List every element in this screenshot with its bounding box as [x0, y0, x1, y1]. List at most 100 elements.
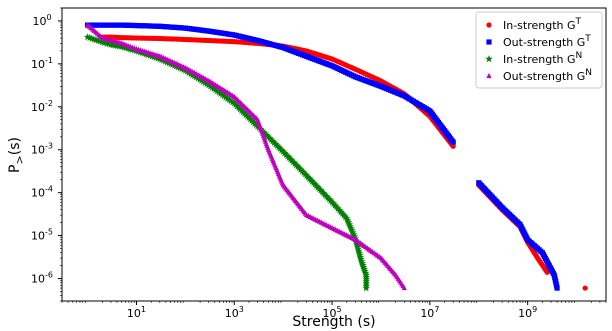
x-tick-label: 109 [518, 305, 537, 320]
data-point [283, 152, 292, 160]
data-point [292, 161, 300, 169]
data-point [252, 121, 260, 129]
data-point [301, 170, 309, 178]
data-point [237, 106, 246, 114]
data-point [544, 269, 550, 275]
data-point [249, 118, 257, 126]
data-point [223, 94, 232, 102]
data-point [340, 211, 348, 219]
data-point [359, 263, 368, 271]
data-point [362, 284, 370, 292]
data-point [264, 132, 272, 140]
data-point [206, 82, 215, 90]
data-point [225, 95, 233, 103]
legend-marker [485, 55, 493, 63]
data-point [358, 259, 366, 267]
data-point [242, 110, 250, 119]
data-point [582, 285, 588, 291]
plot-frame [61, 7, 607, 302]
data-point [270, 138, 278, 146]
data-point [228, 98, 237, 106]
data-point [357, 257, 366, 265]
data-point [337, 208, 345, 216]
legend-entry: In-strength GN [503, 51, 582, 66]
y-tick-label: 10-6 [31, 271, 53, 286]
data-point [220, 92, 228, 100]
data-point [248, 116, 256, 124]
data-point [204, 81, 213, 89]
series-2 [84, 22, 560, 291]
data-point [305, 174, 314, 182]
data-point [348, 226, 356, 234]
data-point [203, 80, 211, 88]
data-point [222, 93, 230, 101]
data-point [308, 177, 316, 185]
data-point [268, 137, 277, 145]
data-point [197, 76, 206, 84]
data-point [243, 112, 252, 120]
series-3 [83, 33, 370, 292]
data-point [554, 285, 560, 291]
data-point [274, 143, 283, 151]
data-point [361, 269, 370, 277]
data-point [295, 164, 303, 172]
x-tick-label: 103 [225, 305, 244, 320]
data-point [304, 173, 312, 181]
y-axis-label: P>(s) [7, 137, 26, 173]
data-point [279, 147, 287, 155]
x-tick-label: 107 [420, 305, 439, 320]
data-point [218, 90, 227, 99]
data-point [294, 162, 302, 170]
data-point [359, 261, 367, 269]
data-marks [83, 21, 588, 292]
data-point [240, 109, 249, 117]
legend: In-strength GT Out-strength GT In-strength… [475, 11, 603, 89]
legend-entry: Out-strength GN [503, 68, 592, 83]
data-point [298, 167, 306, 175]
data-point [227, 97, 235, 105]
legend-marker [486, 22, 492, 28]
x-tick-label: 101 [127, 305, 146, 320]
data-point [315, 184, 323, 193]
data-point [325, 195, 333, 203]
y-tick-label: 10-3 [31, 142, 53, 157]
y-tick-label: 10-4 [31, 185, 53, 200]
data-point [265, 134, 274, 142]
x-tick-label: 105 [323, 305, 342, 320]
data-point [319, 189, 328, 197]
x-axis-label: Strength (s) [292, 314, 375, 330]
data-point [280, 149, 289, 157]
data-point [230, 99, 238, 107]
y-axis: 100 10-1 10-2 10-3 10-4 10-5 10-6 [31, 7, 62, 302]
data-point [208, 83, 216, 91]
data-point [312, 182, 321, 190]
data-point [215, 88, 223, 96]
data-point [201, 78, 209, 87]
data-point [236, 105, 244, 113]
data-point [345, 220, 354, 228]
data-point [338, 209, 347, 217]
data-point [285, 153, 293, 161]
x-axis: 101 103 105 107 109 [61, 301, 607, 320]
data-point [273, 141, 281, 149]
data-point [291, 159, 299, 167]
data-point [232, 100, 240, 108]
data-point [450, 143, 456, 149]
data-point [246, 115, 255, 123]
y-tick-label: 100 [32, 13, 51, 28]
data-point [326, 196, 335, 204]
data-point [261, 129, 269, 137]
series-4 [84, 21, 407, 291]
data-point [329, 199, 338, 207]
data-point [322, 192, 331, 200]
data-point [299, 168, 308, 176]
data-point [210, 84, 218, 92]
legend-entry: Out-strength GT [503, 34, 591, 49]
y-tick-label: 10-2 [31, 99, 53, 114]
data-point [234, 103, 243, 111]
data-point [307, 176, 315, 184]
data-point [314, 183, 322, 191]
data-point [316, 186, 325, 194]
data-point [349, 228, 357, 236]
